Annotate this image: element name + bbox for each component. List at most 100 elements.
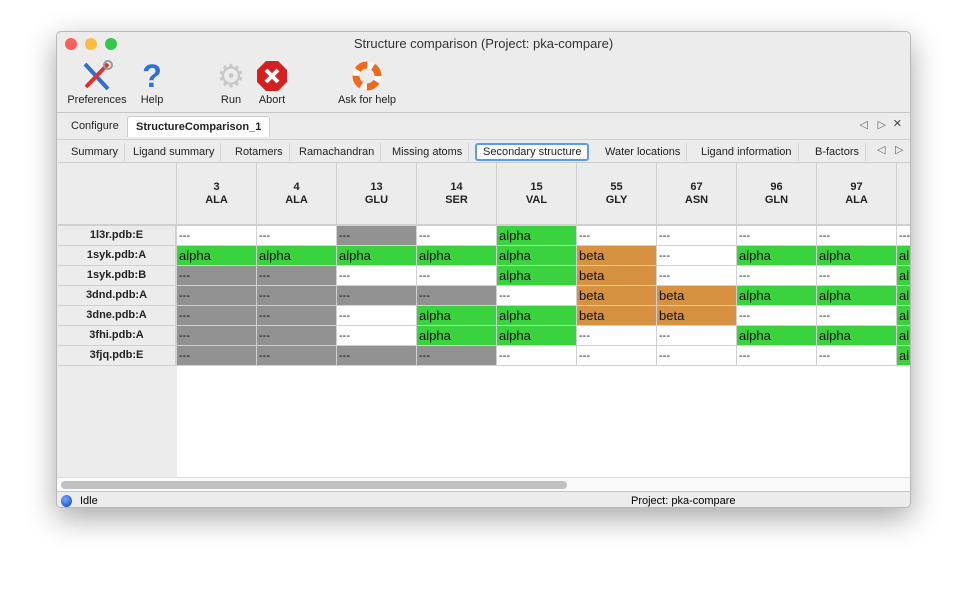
table-cell[interactable]: --- xyxy=(577,326,657,346)
table-cell[interactable]: --- xyxy=(257,226,337,246)
table-cell[interactable]: alpha xyxy=(497,326,577,346)
table-cell[interactable]: alpha xyxy=(737,246,817,266)
table-cell[interactable]: --- xyxy=(417,286,497,306)
close-tab-icon[interactable]: ✕ xyxy=(892,118,902,130)
ask-for-help-button[interactable]: Ask for help xyxy=(333,58,401,106)
table-cell[interactable]: --- xyxy=(497,346,577,366)
table-cell[interactable]: alpha xyxy=(497,226,577,246)
column-header[interactable]: 67 ASN xyxy=(657,163,737,226)
row-header[interactable]: 1l3r.pdb:E xyxy=(58,226,177,246)
close-window-button[interactable] xyxy=(65,38,77,50)
table-cell[interactable]: alpha xyxy=(817,326,897,346)
table-cell[interactable]: --- xyxy=(817,346,897,366)
table-cell[interactable]: alpha xyxy=(497,246,577,266)
table-cell[interactable]: --- xyxy=(657,246,737,266)
subtab-ligand-information[interactable]: Ligand information xyxy=(695,143,799,161)
table-cell[interactable]: alpha xyxy=(897,346,910,366)
table-cell[interactable]: alpha xyxy=(897,266,910,286)
row-header[interactable]: 1syk.pdb:B xyxy=(58,266,177,286)
table-cell[interactable]: alpha xyxy=(177,246,257,266)
table-cell[interactable]: --- xyxy=(177,326,257,346)
tab-structurecomparison-1[interactable]: StructureComparison_1 xyxy=(127,116,271,137)
table-cell[interactable]: alpha xyxy=(737,286,817,306)
table-cell[interactable]: --- xyxy=(177,266,257,286)
table-cell[interactable]: --- xyxy=(337,306,417,326)
subtab-rotamers[interactable]: Rotamers xyxy=(229,143,290,161)
table-cell[interactable]: --- xyxy=(257,306,337,326)
column-header[interactable]: 14 SER xyxy=(417,163,497,226)
zoom-window-button[interactable] xyxy=(105,38,117,50)
table-cell[interactable]: --- xyxy=(177,286,257,306)
subtab-secondary-structure[interactable]: Secondary structure xyxy=(475,143,590,161)
column-header[interactable] xyxy=(897,163,910,226)
table-cell[interactable]: --- xyxy=(337,326,417,346)
tab-configure[interactable]: Configure xyxy=(71,120,119,132)
table-cell[interactable]: alpha xyxy=(897,246,910,266)
table-cell[interactable]: --- xyxy=(497,286,577,306)
subtab-summary[interactable]: Summary xyxy=(65,143,126,161)
table-cell[interactable]: --- xyxy=(577,346,657,366)
table-cell[interactable]: --- xyxy=(657,346,737,366)
subtab-scroll-right-icon[interactable]: ▷ xyxy=(895,144,904,156)
table-cell[interactable]: alpha xyxy=(337,246,417,266)
subtab-ligand-summary[interactable]: Ligand summary xyxy=(127,143,222,161)
table-cell[interactable]: beta xyxy=(577,286,657,306)
table-cell[interactable]: --- xyxy=(817,226,897,246)
table-cell[interactable]: alpha xyxy=(417,326,497,346)
table-cell[interactable]: --- xyxy=(337,346,417,366)
column-header[interactable]: 97 ALA xyxy=(817,163,897,226)
table-cell[interactable]: beta xyxy=(577,266,657,286)
table-cell[interactable]: beta xyxy=(657,306,737,326)
table-cell[interactable]: --- xyxy=(897,226,910,246)
table-cell[interactable]: --- xyxy=(657,266,737,286)
table-cell[interactable]: alpha xyxy=(497,266,577,286)
table-cell[interactable]: --- xyxy=(337,226,417,246)
column-header[interactable]: 15 VAL xyxy=(497,163,577,226)
row-header[interactable]: 3fhi.pdb:A xyxy=(58,326,177,346)
table-cell[interactable]: --- xyxy=(737,226,817,246)
table-cell[interactable]: alpha xyxy=(417,246,497,266)
horizontal-scrollbar[interactable] xyxy=(57,477,910,492)
column-header[interactable]: 55 GLY xyxy=(577,163,657,226)
column-header[interactable]: 96 GLN xyxy=(737,163,817,226)
table-cell[interactable]: --- xyxy=(817,266,897,286)
row-header[interactable]: 1syk.pdb:A xyxy=(58,246,177,266)
subtab-scroll-left-icon[interactable]: ◁ xyxy=(877,144,886,156)
column-header[interactable]: 4 ALA xyxy=(257,163,337,226)
table-cell[interactable]: alpha xyxy=(257,246,337,266)
table-cell[interactable]: alpha xyxy=(497,306,577,326)
tab-scroll-left-icon[interactable]: ◁ xyxy=(859,119,868,131)
table-cell[interactable]: --- xyxy=(257,266,337,286)
table-cell[interactable]: beta xyxy=(577,246,657,266)
table-cell[interactable]: --- xyxy=(257,346,337,366)
table-cell[interactable]: alpha xyxy=(817,246,897,266)
scrollbar-thumb[interactable] xyxy=(61,481,567,489)
table-cell[interactable]: alpha xyxy=(897,306,910,326)
table-cell[interactable]: --- xyxy=(337,286,417,306)
table-cell[interactable]: --- xyxy=(737,306,817,326)
table-cell[interactable]: alpha xyxy=(897,326,910,346)
table-cell[interactable]: beta xyxy=(657,286,737,306)
subtab-water-locations[interactable]: Water locations xyxy=(599,143,688,161)
table-cell[interactable]: --- xyxy=(417,266,497,286)
subtab-b-factors[interactable]: B-factors xyxy=(809,143,867,161)
subtab-ramachandran[interactable]: Ramachandran xyxy=(293,143,382,161)
table-cell[interactable]: --- xyxy=(657,326,737,346)
table-cell[interactable]: beta xyxy=(577,306,657,326)
table-cell[interactable]: alpha xyxy=(417,306,497,326)
table-cell[interactable]: --- xyxy=(657,226,737,246)
table-cell[interactable]: alpha xyxy=(737,326,817,346)
table-cell[interactable]: --- xyxy=(337,266,417,286)
table-cell[interactable]: --- xyxy=(257,286,337,306)
table-cell[interactable]: alpha xyxy=(817,286,897,306)
table-cell[interactable]: --- xyxy=(177,306,257,326)
abort-button[interactable]: Abort xyxy=(253,58,291,106)
tab-scroll-right-icon[interactable]: ▷ xyxy=(877,119,886,131)
table-cell[interactable]: --- xyxy=(737,266,817,286)
run-button[interactable]: ⚙ Run xyxy=(216,58,246,106)
minimize-window-button[interactable] xyxy=(85,38,97,50)
column-header[interactable]: 13 GLU xyxy=(337,163,417,226)
column-header[interactable]: 3 ALA xyxy=(177,163,257,226)
row-header[interactable]: 3fjq.pdb:E xyxy=(58,346,177,366)
table-cell[interactable]: --- xyxy=(577,226,657,246)
